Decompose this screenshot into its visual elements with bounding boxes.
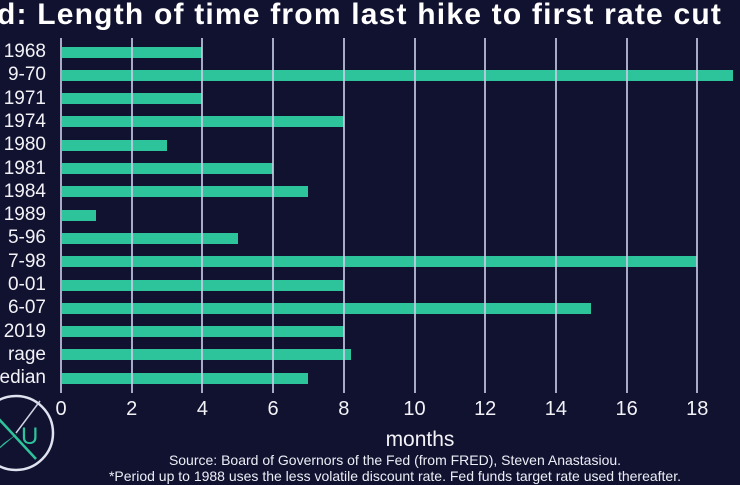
x-axis-title: months [385,428,455,451]
gridline-8 [342,38,345,393]
y-axis-label-1969-70: 9-70 [7,64,46,86]
gridline-6 [272,38,275,393]
x-tick-label-0: 0 [55,398,67,420]
x-tick-label-8: 8 [338,398,350,420]
bar-Average [62,349,351,361]
x-tick-label-14: 14 [544,398,568,420]
logo-needle-line [15,400,41,434]
x-tick-label-2: 2 [126,398,138,420]
bar-1995-96 [62,232,238,244]
y-axis-label-Median: edian [0,367,46,389]
y-axis-label-2006-07: 6-07 [7,297,46,319]
gridline-0 [60,38,62,393]
gridline-16 [625,38,628,393]
y-axis-label-1989: 1989 [3,204,46,226]
gridline-2 [130,38,133,393]
gridline-10 [413,38,416,393]
logo: U [0,394,55,472]
bar-1989 [62,209,97,221]
bar-Median [62,372,309,384]
x-tick-label-12: 12 [474,398,497,420]
y-axis-label-1974: 1974 [3,110,46,132]
gridline-18 [696,38,699,393]
x-tick-label-4: 4 [196,398,208,420]
logo-diagonal-line [0,418,37,460]
x-tick-label-10: 10 [403,398,426,420]
y-axis-label-Average: rage [7,343,46,365]
gridline-12 [484,38,487,393]
y-axis-label-1971: 1971 [3,87,46,109]
bar-1969-70 [62,69,733,81]
x-tick-label-16: 16 [615,398,638,420]
bar-1984 [62,186,309,198]
logo-letter: U [21,423,38,450]
y-axis-label-1995-96: 5-96 [7,227,46,249]
y-axis-label-2019: 2019 [3,320,46,342]
bar-1981 [62,163,274,174]
y-axis-label-1997-98: 7-98 [7,250,46,272]
gridline-4 [201,38,204,393]
y-axis-label-1980: 1980 [3,134,46,156]
bar-1997-98 [62,256,698,268]
x-tick-label-18: 18 [686,398,709,420]
x-tick-label-6: 6 [267,398,279,420]
source-text: Source: Board of Governors of the Fed (f… [168,452,622,468]
bar-1980 [62,139,168,151]
gridline-14 [554,38,557,393]
y-axis-label-1981: 1981 [3,157,46,179]
bar-2006-07 [62,302,592,314]
y-axis-label-2000-01: 0-01 [7,274,46,295]
logo-circle [0,394,55,472]
footnote-text: *Period up to 1988 uses the less volatil… [108,468,682,484]
y-axis-label-1984: 1984 [3,180,46,202]
y-axis-label-1968: 1968 [3,41,46,62]
chart-title: d: Length of time from last hike to firs… [0,0,723,31]
